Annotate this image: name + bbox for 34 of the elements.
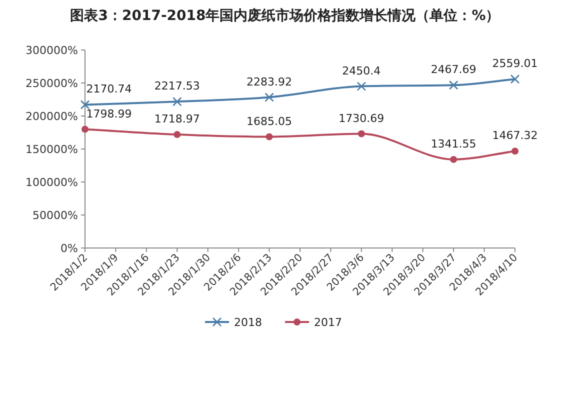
y-tick-label: 250000% — [26, 77, 78, 90]
point — [174, 131, 181, 138]
data-label: 2217.53 — [154, 80, 200, 93]
data-label: 2559.01 — [492, 57, 538, 70]
point — [450, 156, 458, 163]
y-tick-label: 150000% — [26, 143, 78, 156]
data-label: 2283.92 — [246, 75, 292, 88]
point — [356, 82, 366, 91]
data-label: 1798.99 — [86, 107, 132, 120]
point — [264, 92, 274, 102]
legend-label: 2017 — [314, 316, 342, 329]
legend-label: 2018 — [234, 316, 262, 329]
data-label: 1685.05 — [246, 114, 292, 128]
data-label: 2170.74 — [86, 82, 132, 96]
point — [82, 126, 88, 133]
point — [448, 80, 458, 90]
y-tick-label: 0% — [60, 242, 78, 255]
data-label: 1467.32 — [492, 129, 538, 142]
data-label: 1730.69 — [338, 112, 384, 125]
y-tick-label: 300000% — [26, 44, 78, 57]
point — [266, 133, 273, 140]
chart-title: 图表3：2017-2018年国内废纸市场价格指数增长情况（单位：%） — [70, 7, 500, 24]
y-tick-label: 100000% — [26, 176, 78, 189]
point — [80, 100, 90, 110]
point — [510, 74, 520, 84]
point — [172, 96, 182, 106]
data-label: 1341.55 — [430, 137, 476, 150]
data-label: 2467.69 — [430, 63, 476, 76]
point — [512, 148, 518, 155]
y-tick-label: 200000% — [26, 110, 78, 123]
data-label: 1718.97 — [154, 112, 200, 126]
y-tick-label: 50000% — [32, 209, 78, 222]
point — [358, 130, 365, 138]
data-label: 2450.4 — [342, 64, 381, 78]
